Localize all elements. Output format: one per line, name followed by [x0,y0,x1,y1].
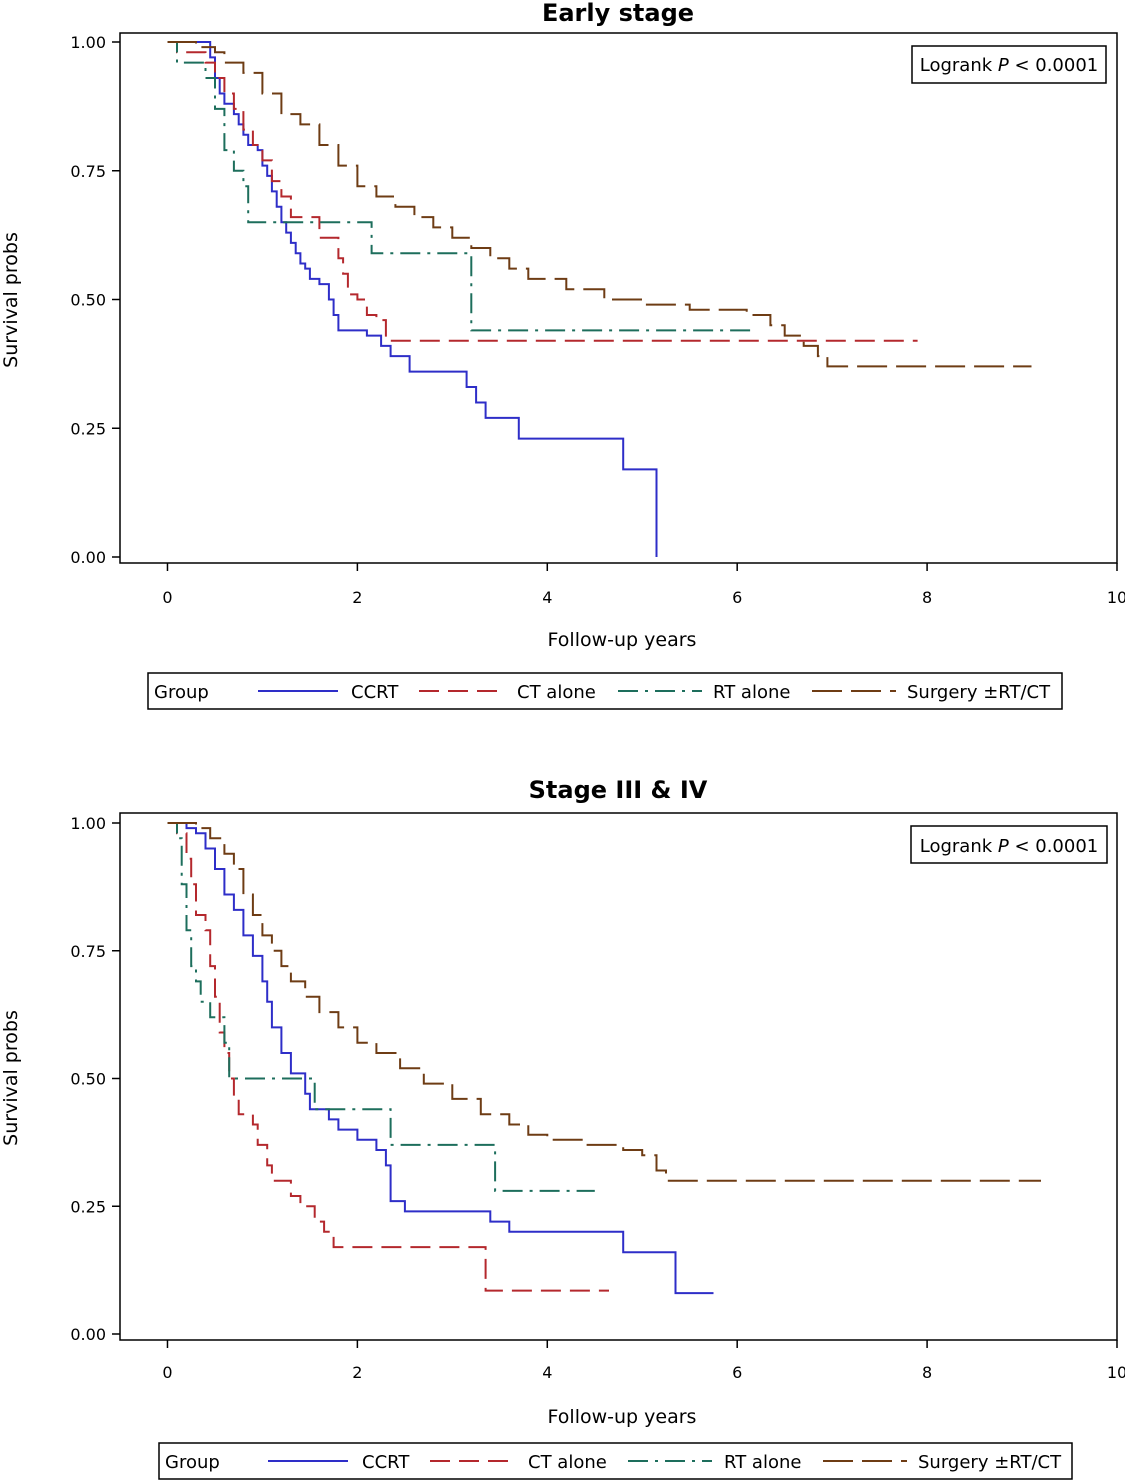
y-tick-label: 0.50 [70,291,106,310]
y-tick-label: 1.00 [70,814,106,833]
logrank-frame [910,825,1108,864]
x-axis-label: Follow-up years [548,629,697,651]
y-tick-label: 0.75 [70,942,106,961]
x-tick-label: 2 [352,588,362,607]
survival-curve-rt-alone [167,41,757,332]
legend-title: Group [165,1452,220,1473]
survival-curve-rt-alone [167,822,595,1192]
chart-panel-stage-iii-iv: Stage III & IV 0 2 4 6 8 10 0.00 0.25 0.50 0.75 1.… [0,776,1125,1480]
x-tick-label: 10 [1107,588,1125,607]
x-tick-label: 8 [922,1363,932,1382]
survival-curve-surgery-rt-ct [167,822,1041,1182]
x-tick-label: 2 [352,1363,362,1382]
y-tick-label: 0.00 [70,1325,106,1344]
chart-title: Early stage [542,0,694,27]
survival-curve-surgery-rt-ct [167,41,1032,368]
survival-curves [167,822,1041,1295]
x-tick-label: 10 [1107,1363,1125,1382]
x-tick-label: 8 [922,588,932,607]
legend-label-ccrt: CCRT [362,1452,410,1473]
survival-curve-ct-alone [167,822,609,1292]
chart-panel-early-stage: Early stage 0 2 4 6 8 100.000.250.500.751.00 … [0,0,1125,710]
y-axis-label: Survival probs [0,1010,22,1146]
legend-label-rt-alone: RT alone [724,1452,801,1473]
logrank-box: Logrank P < 0.0001 [910,825,1108,864]
legend: Group CCRT CT alone RT alone Surgery ±RT… [158,1442,1073,1480]
y-tick-label: 0.25 [70,1197,106,1216]
legend-label-surgery: Surgery ±RT/CT [907,682,1051,703]
survival-curve-ccrt [167,41,658,557]
y-tick-label: 0.75 [70,162,106,181]
y-axis-label: Survival probs [0,232,22,368]
x-tick-label: 0 [162,588,172,607]
logrank-box: Logrank P < 0.0001 [911,45,1107,84]
legend-label-surgery: Surgery ±RT/CT [918,1452,1062,1473]
y-tick-label: 0.25 [70,419,106,438]
legend-label-ct-alone: CT alone [517,682,596,703]
logrank-frame [911,45,1107,84]
survival-curves [167,41,1032,557]
logrank-annotation: Logrank P < 0.0001 [920,836,1099,857]
legend-title: Group [154,682,209,703]
y-tick-label: 1.00 [70,33,106,52]
survival-curve-ccrt [167,822,714,1295]
plot-frame [119,32,1118,564]
legend-label-ct-alone: CT alone [528,1452,607,1473]
logrank-annotation: Logrank P < 0.0001 [920,55,1099,76]
plot-frame [119,812,1118,1341]
axis-ticks: 0 2 4 6 8 10 0.00 0.25 0.50 0.75 1.00 [70,33,1125,607]
x-tick-label: 4 [542,1363,552,1382]
legend-label-rt-alone: RT alone [713,682,790,703]
x-tick-label: 6 [732,1363,742,1382]
survival-curve-ct-alone [167,41,918,342]
legend: Group CCRT CT alone RT alone Surgery ±RT… [147,672,1063,710]
y-tick-label: 0.50 [70,1070,106,1089]
legend-label-ccrt: CCRT [351,682,399,703]
y-tick-label: 0.00 [70,548,106,567]
axis-ticks: 0 2 4 6 8 10 0.00 0.25 0.50 0.75 1.00 [70,814,1125,1382]
x-tick-label: 4 [542,588,552,607]
x-tick-label: 0 [162,1363,172,1382]
x-tick-label: 6 [732,588,742,607]
x-axis-label: Follow-up years [548,1406,697,1428]
chart-title: Stage III & IV [529,776,708,804]
